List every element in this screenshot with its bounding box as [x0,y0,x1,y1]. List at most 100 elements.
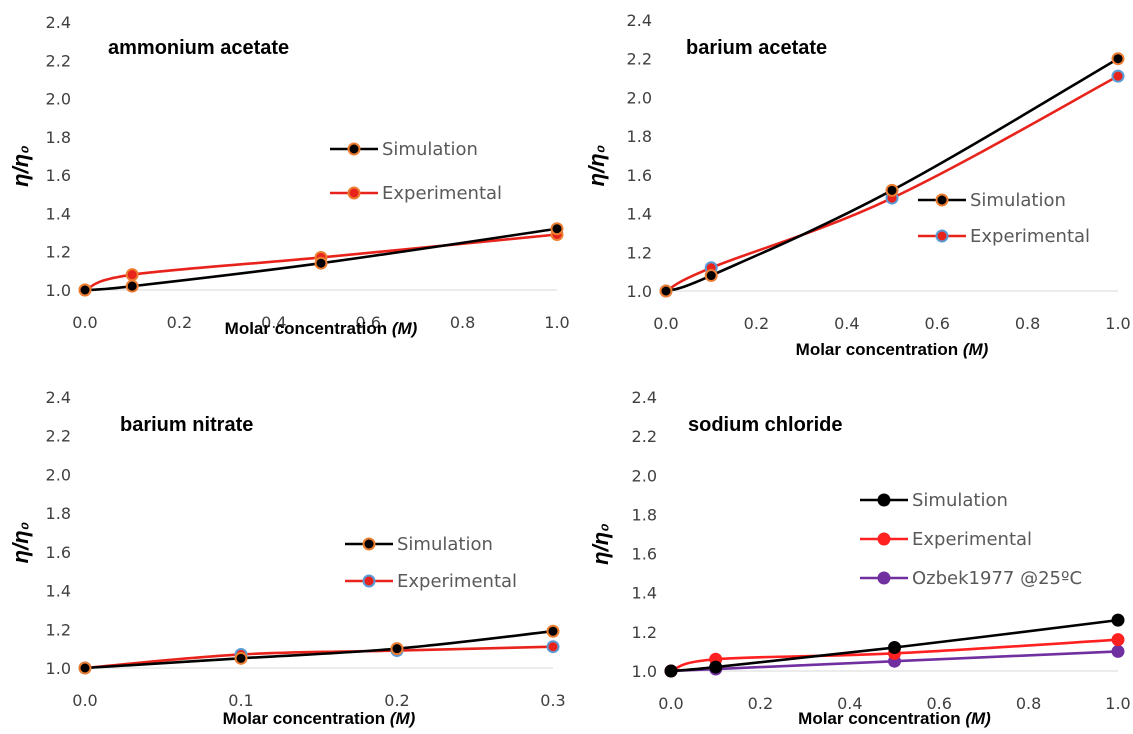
y-tick-label: 2.0 [46,90,71,109]
y-axis-label: η/η₀ [8,522,33,564]
data-point [78,661,92,675]
legend-marker [362,537,376,551]
series-line-0 [670,618,1119,673]
data-point [1111,633,1125,647]
y-tick-label: 2.0 [46,465,71,484]
x-tick-label: 0.8 [1016,694,1041,713]
legend-label: Simulation [382,139,478,160]
data-point [664,664,678,678]
legend-marker [935,229,949,243]
x-tick-label: 0.2 [748,694,773,713]
y-tick-label: 2.0 [632,466,657,485]
legend-marker [877,493,891,507]
y-tick-label: 2.2 [627,50,652,69]
series-line-1 [84,645,554,670]
series-line-0 [84,227,558,292]
y-tick-label: 2.4 [627,11,652,30]
panel-title: sodium chloride [688,414,842,436]
x-tick-label: 0.8 [1015,314,1040,333]
data-point [1111,613,1125,627]
data-point [1111,644,1125,658]
legend-label: Experimental [382,183,502,204]
x-tick-label: 0.1 [228,691,253,710]
x-tick-label: 0.0 [72,313,97,332]
x-tick-label: 0.2 [384,691,409,710]
legend-marker [877,532,891,546]
x-tick-label: 1.0 [1105,694,1130,713]
y-tick-label: 1.4 [46,204,71,223]
x-tick-label: 0.0 [72,691,97,710]
panel-title: barium acetate [686,37,827,59]
y-tick-label: 1.4 [632,584,657,603]
data-point [314,256,328,270]
y-axis-label: η/η₀ [584,145,609,187]
series-line-0 [665,57,1119,293]
y-tick-label: 2.4 [46,388,71,407]
y-tick-label: 1.4 [627,205,652,224]
series-line-1 [670,638,1119,673]
y-axis-label: η/η₀ [588,523,613,565]
x-tick-label: 0.4 [834,314,859,333]
x-tick-label: 0.6 [924,314,949,333]
y-tick-label: 2.4 [46,13,71,32]
x-tick-label: 0.2 [744,314,769,333]
legend-label: Experimental [912,529,1032,550]
x-tick-label: 0.6 [926,694,951,713]
data-point [704,269,718,283]
x-tick-label: 0.4 [837,694,862,713]
y-tick-label: 1.2 [46,620,71,639]
x-axis-label: Molar concentration (M) [798,709,991,728]
x-tick-label: 0.0 [653,314,678,333]
y-tick-label: 1.8 [46,504,71,523]
legend-marker [347,186,361,200]
y-tick-label: 1.0 [46,281,71,300]
data-point [546,624,560,638]
series-line-0 [84,629,554,670]
chart-panel-3: 1.0 1.2 1.4 1.6 1.8 2.0 2.2 2.4 0.0 0.2 0.4 0.6 0.8 1… [588,388,1131,728]
series-line-1 [665,74,1119,293]
y-tick-label: 1.2 [632,623,657,642]
y-tick-label: 2.2 [46,427,71,446]
y-tick-label: 1.0 [632,662,657,681]
y-tick-label: 1.8 [632,505,657,524]
y-axis-label: η/η₀ [8,145,33,187]
panel-title: barium nitrate [120,414,253,436]
legend-label: Simulation [397,534,493,555]
legend-marker [347,142,361,156]
x-tick-label: 0.0 [658,694,683,713]
x-axis-label: Molar concentration (M) [796,340,989,359]
legend-label: Experimental [397,571,517,592]
legend-marker [877,571,891,585]
legend-marker [935,193,949,207]
y-tick-label: 2.2 [46,51,71,70]
data-point [125,268,139,282]
y-tick-label: 1.6 [46,543,71,562]
x-tick-label: 0.3 [540,691,565,710]
data-point [1111,52,1125,66]
legend-label: Simulation [912,490,1008,511]
y-tick-label: 2.4 [632,388,657,407]
data-point [709,660,723,674]
chart-panel-1: 1.0 1.2 1.4 1.6 1.8 2.0 2.2 2.4 0.0 0.2 0.4 0.6 0.8 1… [584,11,1131,359]
y-tick-label: 2.0 [627,88,652,107]
y-tick-label: 1.8 [627,127,652,146]
x-axis-label: Molar concentration (M) [225,319,418,338]
x-tick-label: 0.4 [261,313,286,332]
x-tick-label: 1.0 [1105,314,1130,333]
y-tick-label: 1.6 [627,166,652,185]
data-point [546,640,560,654]
series-line-1 [84,233,558,292]
data-point [659,284,673,298]
legend-label: Simulation [970,190,1066,211]
y-tick-label: 1.4 [46,582,71,601]
data-point [390,642,404,656]
y-tick-label: 1.0 [627,282,652,301]
data-point [888,641,901,655]
y-tick-label: 1.0 [46,659,71,678]
data-point [78,283,92,297]
chart-panel-2: 1.0 1.2 1.4 1.6 1.8 2.0 2.2 2.4 0.0 0.1 0.2 0.3 Mola… [8,388,566,728]
chart-panel-0: 1.0 1.2 1.4 1.6 1.8 2.0 2.2 2.4 0.0 0.2 0.4 0.6 0.8 1… [8,13,570,338]
data-point [885,183,899,197]
data-point [1111,69,1125,83]
